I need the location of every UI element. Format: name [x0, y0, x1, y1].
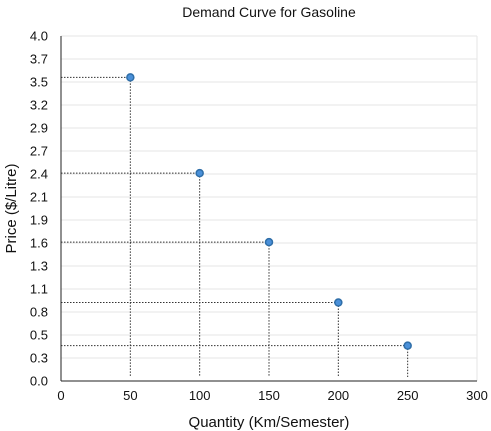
y-tick-label: 3.5 — [30, 75, 48, 90]
x-tick-label: 250 — [397, 388, 419, 403]
data-point — [403, 341, 412, 350]
tick-labels-layer: 0.0 0.3 0.5 0.8 1.1 1.3 1.6 1.9 2.1 2.4 2.7 2.9 3.2 3… — [30, 29, 488, 404]
y-tick-label: 0.3 — [30, 351, 48, 366]
y-tick-label: 2.1 — [30, 190, 48, 205]
data-point — [334, 298, 343, 307]
data-point — [126, 73, 135, 82]
y-tick-label: 4.0 — [30, 29, 48, 44]
y-tick-label: 0.0 — [30, 374, 48, 389]
y-tick-label: 1.6 — [30, 236, 48, 251]
x-tick-label: 0 — [57, 388, 64, 403]
data-points-layer — [126, 73, 412, 350]
data-point — [264, 237, 274, 247]
data-point — [195, 168, 204, 178]
x-tick-label: 300 — [466, 388, 488, 403]
y-tick-label: 3.7 — [30, 52, 48, 67]
y-tick-label: 3.2 — [30, 98, 48, 113]
axes-layer — [60, 36, 477, 382]
y-tick-label: 2.9 — [30, 121, 48, 136]
chart-title: Demand Curve for Gasoline — [182, 4, 356, 20]
guide-lines-layer — [61, 76, 409, 377]
y-tick-label: 2.7 — [30, 144, 48, 159]
x-tick-label: 50 — [123, 388, 137, 403]
y-tick-label: 1.3 — [30, 259, 48, 274]
x-tick-label: 150 — [258, 388, 280, 403]
y-tick-label: 0.5 — [30, 328, 48, 343]
y-tick-label: 0.8 — [30, 305, 48, 320]
y-tick-label: 2.4 — [30, 167, 48, 182]
x-tick-label: 200 — [327, 388, 349, 403]
x-axis-label: Quantity (Km/Semester) — [189, 414, 350, 431]
y-tick-label: 1.1 — [30, 282, 48, 297]
y-tick-label: 1.9 — [30, 213, 48, 228]
y-axis-label: Price ($/Litre) — [3, 163, 20, 253]
x-tick-label: 100 — [189, 388, 211, 403]
